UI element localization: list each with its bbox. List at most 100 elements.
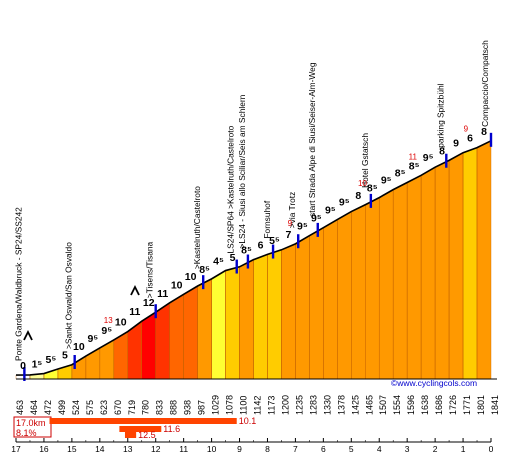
altitude-label: 472 [43,400,53,415]
profile-segment [225,266,240,380]
altitude-label: 670 [113,400,123,415]
altitude-label: 1100 [239,396,249,415]
gradient-label: 9⁵ [311,213,322,225]
altitude-label: 1330 [322,395,332,415]
altitude-label: 1771 [462,395,472,415]
gradient-label: 5 [62,350,68,362]
altitude-label: 1638 [420,395,430,415]
altitude-label: 1425 [350,395,360,415]
x-tick-label: 8 [265,444,270,454]
gradient-label: 10 [185,271,197,283]
gradient-summary-bar [124,432,137,438]
profile-segment [99,339,114,380]
profile-segment [239,259,254,380]
profile-segment [183,285,198,380]
x-tick-label: 17 [11,444,21,454]
altitude-label: 1235 [294,395,304,415]
altitude-label: 780 [141,400,151,415]
landmark-label: >LS24 - Siusi allo Sciliar/Seis am Schle… [237,94,247,248]
gradient-label: 5⁵ [269,235,280,247]
x-tick-label: 14 [95,444,105,454]
watermark: ©www.cyclingcols.com [391,378,477,388]
profile-segment [169,293,184,380]
gradient-label: 0 [20,360,26,372]
x-tick-label: 3 [405,444,410,454]
landmark-label: parking Spitzbühl [435,83,445,147]
max-gradient-label: 10 [358,179,367,188]
gradient-label: 11 [157,288,168,300]
landmark-label: Hotel Gstatsch [360,133,370,188]
altitude-label: 1378 [336,395,346,415]
max-gradient-label: 9 [464,125,469,134]
profile-segment [337,211,352,380]
profile-segment [462,147,478,380]
gradient-label: 6 [467,133,473,145]
summary-box [13,416,52,438]
x-tick-label: 7 [293,444,298,454]
gradient-label: 9⁵ [297,221,308,233]
x-tick-label: 4 [377,444,382,454]
profile-segment [379,189,394,380]
x-tick-label: 12 [151,444,161,454]
altitude-label: 1465 [364,395,374,415]
profile-segment [197,278,212,380]
altitude-label: 1507 [378,395,388,415]
x-tick-label: 2 [433,444,438,454]
x-tick-label: 11 [179,444,188,454]
gradient-label: 8 [481,126,487,138]
landmark-label: >Sankt Oswald/San Osvaldo [64,242,74,349]
altitude-label: 1554 [392,395,402,415]
altitude-label: 1686 [434,395,444,415]
x-tick-label: 15 [67,444,77,454]
x-tick-label: 6 [321,444,326,454]
altitude-label: 1283 [308,395,318,415]
pass-icon [23,329,33,341]
gradient-summary-label: 10.1 [239,416,257,426]
gradient-label: 8⁵ [241,245,252,257]
profile-segment [365,197,380,380]
gradient-label: 8 [439,145,445,157]
x-tick-label: 13 [123,444,133,454]
altitude-label: 499 [57,400,67,415]
altitude-label: 1078 [225,395,235,415]
x-tick-label: 9 [237,444,242,454]
gradient-label: 9⁵ [87,333,98,345]
altitude-label: 987 [197,400,207,415]
landmark-label: >Kastelruth/Castelroto [192,186,202,269]
profile-segment [253,254,268,380]
altitude-label: 1801 [476,395,486,415]
x-tick-label: 1 [461,444,466,454]
profile-segment [141,311,156,380]
gradient-label: 9⁵ [381,175,392,187]
gradient-label: 10 [73,341,85,353]
altitude-label: 1841 [490,395,500,415]
profile-segment [309,227,324,380]
altitude-label: 1029 [211,395,221,415]
profile-segment [211,270,226,380]
gradient-label: 7 [286,229,292,241]
pass-icon [130,284,140,296]
gradient-label: 12 [143,297,155,309]
x-tick-label: 16 [39,444,49,454]
altitude-label: 464 [29,400,39,415]
profile-segment [351,204,366,380]
gradient-label: 9⁵ [339,197,350,209]
gradient-label: 9⁵ [423,152,434,164]
profile-segment [281,243,296,380]
gradient-label: 4⁵ [213,256,224,268]
gradient-label: 8⁵ [199,264,210,276]
max-gradient-label: 9 [288,219,293,228]
summary-average: 8.1% [16,428,37,438]
altitude-label: 1596 [406,395,416,415]
altitude-label: 1200 [280,395,290,415]
gradient-label: 10 [171,279,183,291]
gradient-label: 8 [355,190,361,202]
altitude-label: 888 [169,400,179,415]
gradient-label: 6 [258,239,264,251]
altitude-label: 623 [99,400,109,415]
profile-outline [15,140,492,376]
altitude-label: 1173 [266,396,276,415]
altitude-label: 938 [183,400,193,415]
landmark-label: LS24/SP64 >Kastelruth/Castelroto [226,125,236,253]
